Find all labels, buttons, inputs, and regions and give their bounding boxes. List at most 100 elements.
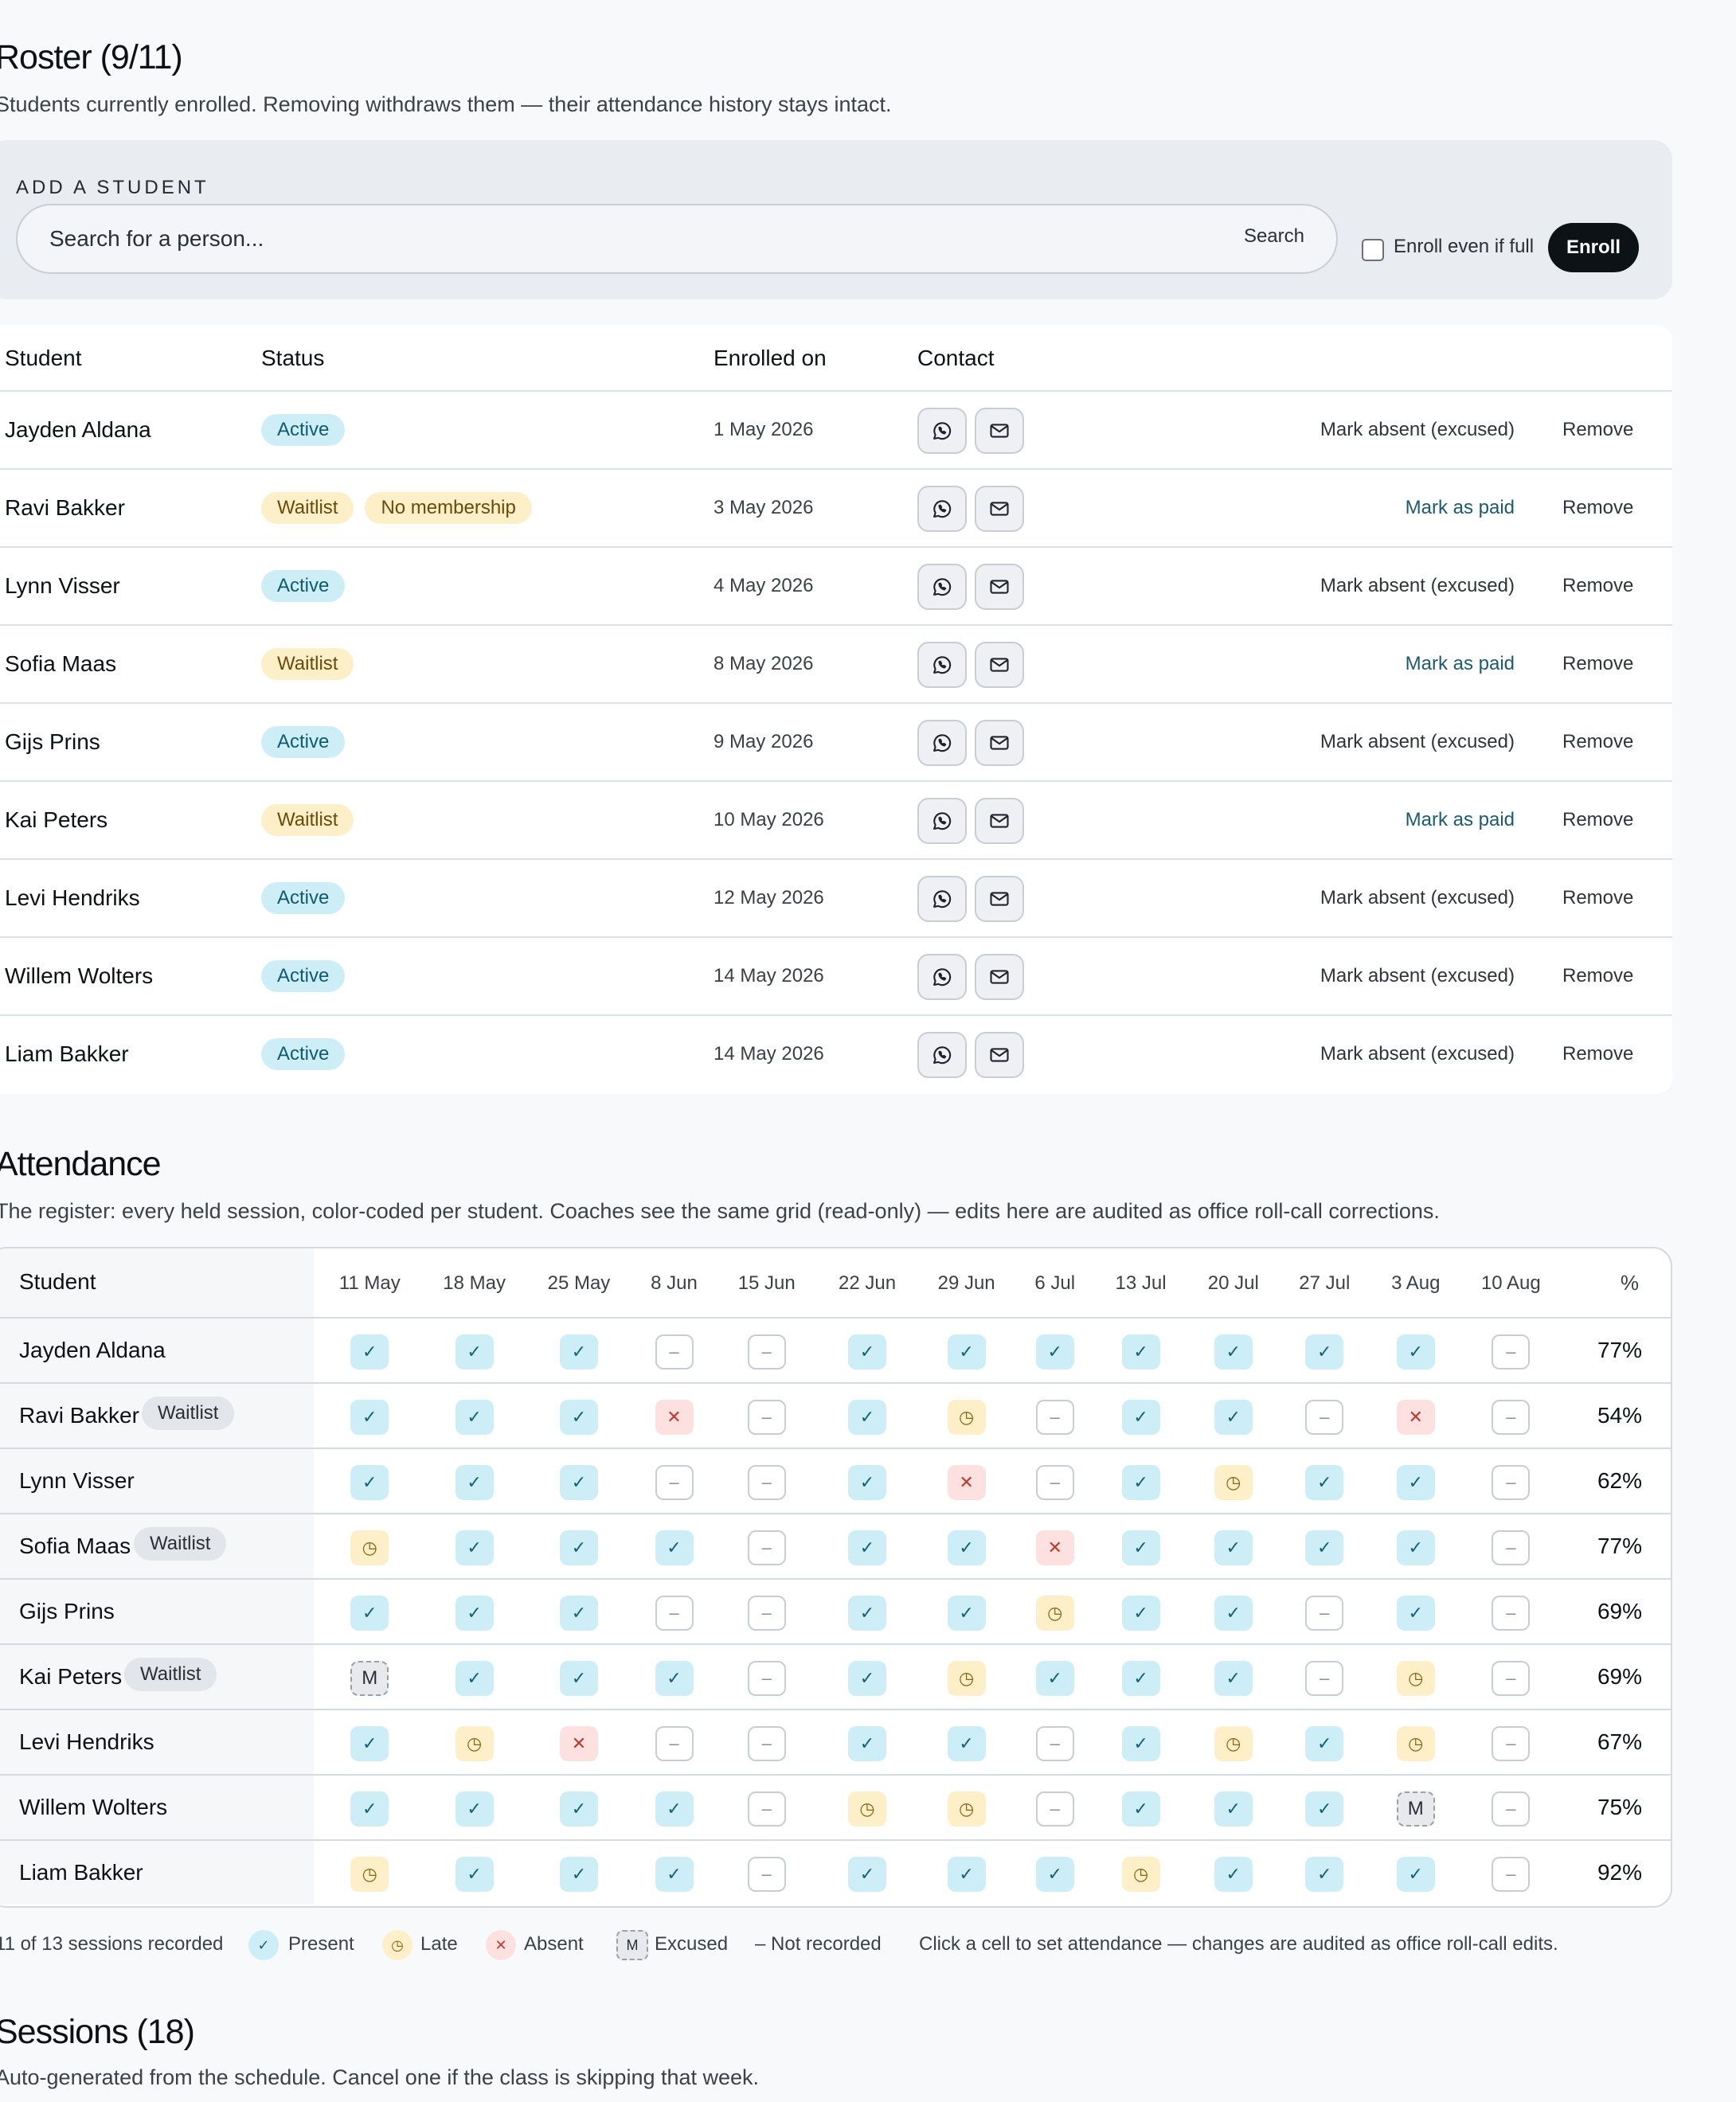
attendance-cell-present[interactable]: ✓	[1121, 1465, 1160, 1500]
attendance-cell-present[interactable]: ✓	[350, 1596, 389, 1631]
remove-button[interactable]: Remove	[1562, 575, 1634, 596]
attendance-cell-present[interactable]: ✓	[1305, 1530, 1344, 1565]
attendance-cell-present[interactable]: ✓	[1305, 1334, 1344, 1369]
attendance-cell-excused[interactable]: M	[350, 1661, 389, 1696]
remove-button[interactable]: Remove	[1562, 887, 1634, 908]
remove-button[interactable]: Remove	[1562, 497, 1634, 518]
attendance-cell-present[interactable]: ✓	[655, 1661, 694, 1696]
email-button[interactable]	[975, 798, 1024, 844]
email-button[interactable]	[975, 954, 1024, 1000]
attendance-cell-absent[interactable]: ✕	[559, 1726, 598, 1761]
attendance-cell-not-recorded[interactable]: –	[747, 1661, 786, 1696]
attendance-cell-present[interactable]: ✓	[848, 1857, 887, 1892]
person-search-input[interactable]	[49, 205, 1164, 272]
attendance-cell-present[interactable]: ✓	[350, 1334, 389, 1369]
attendance-cell-late[interactable]: ◷	[455, 1726, 494, 1761]
mark-absent-excused-button[interactable]: Mark absent (excused)	[1320, 1043, 1515, 1065]
attendance-cell-present[interactable]: ✓	[350, 1726, 389, 1761]
attendance-cell-not-recorded[interactable]: –	[1305, 1400, 1344, 1435]
attendance-cell-present[interactable]: ✓	[848, 1530, 887, 1565]
attendance-cell-not-recorded[interactable]: –	[1035, 1465, 1074, 1500]
attendance-cell-present[interactable]: ✓	[559, 1857, 598, 1892]
attendance-cell-present[interactable]: ✓	[655, 1857, 694, 1892]
remove-button[interactable]: Remove	[1562, 1043, 1634, 1065]
whatsapp-button[interactable]	[917, 408, 967, 454]
attendance-cell-not-recorded[interactable]: –	[747, 1791, 786, 1827]
attendance-cell-not-recorded[interactable]: –	[747, 1334, 786, 1369]
attendance-cell-not-recorded[interactable]: –	[1492, 1334, 1531, 1369]
attendance-cell-present[interactable]: ✓	[1121, 1726, 1160, 1761]
attendance-cell-present[interactable]: ✓	[1305, 1465, 1344, 1500]
remove-button[interactable]: Remove	[1562, 965, 1634, 987]
attendance-cell-present[interactable]: ✓	[455, 1400, 494, 1435]
attendance-cell-present[interactable]: ✓	[848, 1465, 887, 1500]
attendance-cell-present[interactable]: ✓	[1121, 1661, 1160, 1696]
attendance-cell-present[interactable]: ✓	[1121, 1334, 1160, 1369]
attendance-cell-present[interactable]: ✓	[1396, 1334, 1435, 1369]
attendance-cell-present[interactable]: ✓	[1035, 1334, 1074, 1369]
remove-button[interactable]: Remove	[1562, 419, 1634, 440]
attendance-cell-not-recorded[interactable]: –	[1035, 1400, 1074, 1435]
email-button[interactable]	[975, 564, 1024, 610]
whatsapp-button[interactable]	[917, 876, 967, 922]
attendance-cell-not-recorded[interactable]: –	[747, 1596, 786, 1631]
attendance-cell-present[interactable]: ✓	[848, 1661, 887, 1696]
attendance-cell-absent[interactable]: ✕	[655, 1400, 694, 1435]
attendance-cell-present[interactable]: ✓	[350, 1400, 389, 1435]
attendance-cell-present[interactable]: ✓	[947, 1726, 986, 1761]
attendance-cell-late[interactable]: ◷	[350, 1857, 389, 1892]
attendance-cell-present[interactable]: ✓	[455, 1791, 494, 1827]
attendance-cell-present[interactable]: ✓	[455, 1857, 494, 1892]
remove-button[interactable]: Remove	[1562, 653, 1634, 674]
attendance-cell-present[interactable]: ✓	[848, 1334, 887, 1369]
attendance-cell-present[interactable]: ✓	[1121, 1596, 1160, 1631]
attendance-cell-present[interactable]: ✓	[1214, 1596, 1253, 1631]
attendance-cell-not-recorded[interactable]: –	[1492, 1661, 1531, 1696]
remove-button[interactable]: Remove	[1562, 731, 1634, 752]
attendance-cell-present[interactable]: ✓	[848, 1726, 887, 1761]
attendance-cell-present[interactable]: ✓	[1035, 1661, 1074, 1696]
attendance-cell-present[interactable]: ✓	[848, 1400, 887, 1435]
attendance-cell-late[interactable]: ◷	[1396, 1661, 1435, 1696]
attendance-cell-present[interactable]: ✓	[559, 1400, 598, 1435]
attendance-cell-late[interactable]: ◷	[947, 1400, 986, 1435]
attendance-cell-not-recorded[interactable]: –	[1492, 1596, 1531, 1631]
attendance-cell-present[interactable]: ✓	[947, 1857, 986, 1892]
attendance-cell-late[interactable]: ◷	[1214, 1726, 1253, 1761]
attendance-cell-not-recorded[interactable]: –	[1305, 1596, 1344, 1631]
whatsapp-button[interactable]	[917, 1032, 967, 1078]
attendance-cell-not-recorded[interactable]: –	[655, 1465, 694, 1500]
attendance-cell-not-recorded[interactable]: –	[1492, 1726, 1531, 1761]
attendance-cell-present[interactable]: ✓	[455, 1334, 494, 1369]
attendance-cell-not-recorded[interactable]: –	[747, 1726, 786, 1761]
attendance-cell-present[interactable]: ✓	[1214, 1661, 1253, 1696]
attendance-cell-not-recorded[interactable]: –	[1035, 1791, 1074, 1827]
attendance-cell-present[interactable]: ✓	[559, 1530, 598, 1565]
attendance-cell-present[interactable]: ✓	[1035, 1857, 1074, 1892]
attendance-cell-present[interactable]: ✓	[1305, 1857, 1344, 1892]
attendance-cell-present[interactable]: ✓	[1214, 1857, 1253, 1892]
whatsapp-button[interactable]	[917, 564, 967, 610]
whatsapp-button[interactable]	[917, 642, 967, 688]
attendance-cell-present[interactable]: ✓	[559, 1465, 598, 1500]
attendance-cell-present[interactable]: ✓	[1305, 1791, 1344, 1827]
attendance-cell-present[interactable]: ✓	[455, 1465, 494, 1500]
attendance-cell-present[interactable]: ✓	[1396, 1530, 1435, 1565]
email-button[interactable]	[975, 642, 1024, 688]
mark-absent-excused-button[interactable]: Mark absent (excused)	[1320, 887, 1515, 908]
attendance-cell-late[interactable]: ◷	[947, 1791, 986, 1827]
attendance-cell-present[interactable]: ✓	[947, 1530, 986, 1565]
attendance-cell-not-recorded[interactable]: –	[1035, 1726, 1074, 1761]
attendance-cell-late[interactable]: ◷	[1035, 1596, 1074, 1631]
attendance-cell-present[interactable]: ✓	[848, 1596, 887, 1631]
attendance-cell-not-recorded[interactable]: –	[1492, 1530, 1531, 1565]
mark-absent-excused-button[interactable]: Mark absent (excused)	[1320, 965, 1515, 987]
enroll-button[interactable]: Enroll	[1548, 223, 1639, 272]
mark-as-paid-button[interactable]: Mark as paid	[1405, 653, 1515, 674]
whatsapp-button[interactable]	[917, 954, 967, 1000]
attendance-cell-present[interactable]: ✓	[559, 1334, 598, 1369]
email-button[interactable]	[975, 876, 1024, 922]
attendance-cell-present[interactable]: ✓	[559, 1596, 598, 1631]
mark-absent-excused-button[interactable]: Mark absent (excused)	[1320, 419, 1515, 440]
whatsapp-button[interactable]	[917, 798, 967, 844]
